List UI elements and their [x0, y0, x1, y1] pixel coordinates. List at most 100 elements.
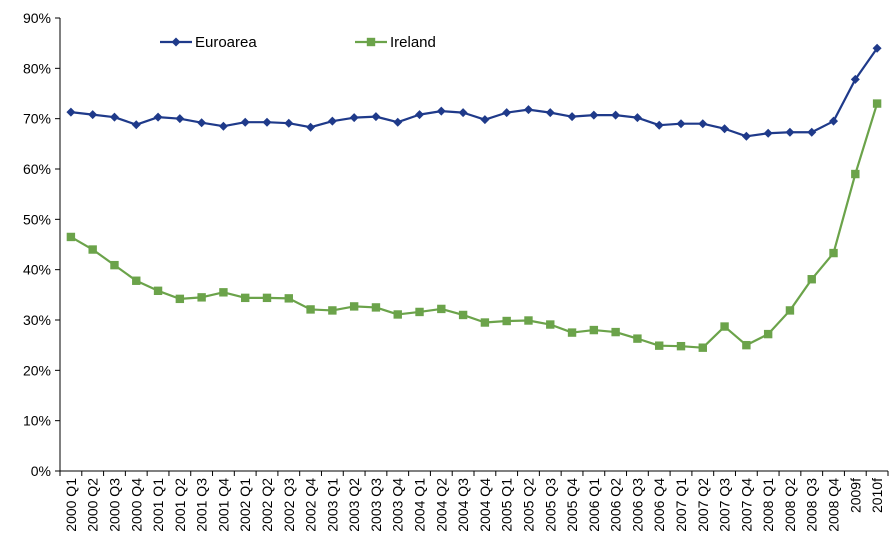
- data-point: [676, 119, 686, 129]
- data-point: [371, 112, 381, 122]
- data-point: [763, 329, 773, 339]
- data-point: [807, 275, 816, 284]
- legend-label: Ireland: [390, 34, 436, 51]
- data-point: [480, 318, 490, 327]
- data-point: [546, 320, 555, 329]
- data-point: [349, 113, 359, 123]
- x-tick-label: 2001 Q3: [194, 478, 210, 532]
- y-tick-label: 40%: [23, 262, 51, 278]
- data-point: [110, 260, 119, 270]
- data-point: [458, 108, 468, 118]
- data-point: [458, 310, 468, 320]
- x-tick-label: 2008 Q1: [760, 478, 776, 532]
- y-axis-ticks: 0% 10% 20% 30% 40% 50% 60% 70% 80% 90%: [23, 10, 60, 479]
- x-tick-label: 2004 Q4: [477, 478, 493, 532]
- data-point: [654, 120, 664, 130]
- data-point: [218, 121, 228, 131]
- x-tick-label: 2001 Q1: [150, 478, 166, 532]
- x-tick-label: 2001 Q4: [215, 478, 231, 532]
- data-point: [132, 276, 141, 285]
- x-tick-label: 2000 Q2: [85, 478, 101, 532]
- data-point: [611, 110, 621, 120]
- series-line: [70, 47, 879, 138]
- x-tick-label: 2006 Q4: [651, 478, 667, 532]
- y-tick-label: 30%: [23, 312, 51, 328]
- data-point: [851, 169, 860, 179]
- data-point: [175, 114, 185, 124]
- x-axis-ticks: 2000 Q1 2000 Q2 2000 Q3 2000 Q4 2001 Q1 2001 …: [59, 471, 889, 532]
- data-point: [850, 74, 860, 84]
- data-point: [415, 307, 424, 317]
- data-point: [66, 232, 76, 242]
- x-tick-label: 2007 Q3: [717, 478, 733, 532]
- data-point: [262, 293, 272, 303]
- x-tick-label: 2005 Q4: [564, 478, 580, 532]
- data-point: [175, 294, 185, 304]
- x-tick-label: 2007 Q2: [695, 478, 711, 532]
- data-point: [829, 116, 839, 126]
- data-point: [66, 107, 76, 117]
- data-point: [567, 112, 577, 122]
- x-tick-label: 2002 Q3: [281, 478, 297, 532]
- data-point: [676, 341, 686, 351]
- x-tick-label: 2000 Q1: [63, 478, 79, 532]
- series-euroarea: [66, 43, 882, 141]
- x-tick-label: 2010f: [869, 478, 885, 513]
- data-point: [633, 334, 642, 343]
- data-point: [741, 131, 751, 141]
- data-point: [502, 108, 512, 118]
- data-point: [698, 343, 707, 352]
- y-tick-label: 10%: [23, 413, 51, 429]
- x-tick-label: 2005 Q2: [520, 478, 536, 532]
- x-tick-label: 2008 Q3: [804, 478, 820, 532]
- x-tick-label: 2006 Q1: [586, 478, 602, 532]
- x-tick-label: 2000 Q3: [106, 478, 122, 532]
- legend-label: Euroarea: [195, 34, 257, 51]
- legend-marker: [366, 37, 376, 47]
- series-line: [70, 103, 879, 349]
- series-layer: [66, 43, 882, 352]
- data-point: [436, 106, 446, 116]
- x-tick-label: 2001 Q2: [172, 478, 188, 532]
- data-point: [240, 117, 250, 127]
- data-point: [131, 120, 141, 130]
- x-tick-label: 2003 Q1: [324, 478, 340, 532]
- data-point: [153, 112, 163, 122]
- data-point: [328, 306, 337, 315]
- data-point: [371, 303, 381, 312]
- data-point: [502, 316, 511, 326]
- x-tick-label: 2009f: [847, 478, 863, 513]
- data-point: [872, 99, 882, 108]
- x-tick-label: 2007 Q1: [673, 478, 689, 532]
- data-point: [523, 105, 533, 115]
- x-tick-label: 2003 Q2: [346, 478, 362, 532]
- x-tick-label: 2003 Q4: [390, 478, 406, 532]
- data-point: [785, 127, 795, 137]
- data-point: [545, 108, 555, 118]
- data-point: [284, 118, 294, 128]
- chart-legend: Euroarea Ireland: [160, 34, 436, 51]
- x-tick-label: 2003 Q3: [368, 478, 384, 532]
- data-point: [632, 113, 642, 123]
- x-tick-label: 2002 Q1: [237, 478, 253, 532]
- x-tick-label: 2004 Q3: [455, 478, 471, 532]
- data-point: [262, 117, 272, 127]
- x-tick-label: 2008 Q4: [826, 478, 842, 532]
- data-point: [393, 117, 403, 127]
- data-point: [219, 288, 228, 297]
- data-point: [306, 305, 315, 314]
- x-tick-label: 2002 Q4: [303, 478, 319, 532]
- y-tick-label: 50%: [23, 211, 51, 227]
- data-point: [655, 341, 664, 350]
- data-point: [393, 310, 402, 319]
- data-point: [349, 302, 359, 311]
- data-point: [415, 110, 425, 120]
- data-point: [524, 316, 533, 325]
- data-point: [88, 245, 97, 254]
- x-tick-label: 2005 Q3: [542, 478, 558, 532]
- y-tick-label: 0%: [31, 463, 51, 479]
- legend-item-euroarea: Euroarea: [160, 34, 257, 51]
- data-point: [742, 340, 751, 350]
- x-tick-label: 2007 Q4: [738, 478, 754, 532]
